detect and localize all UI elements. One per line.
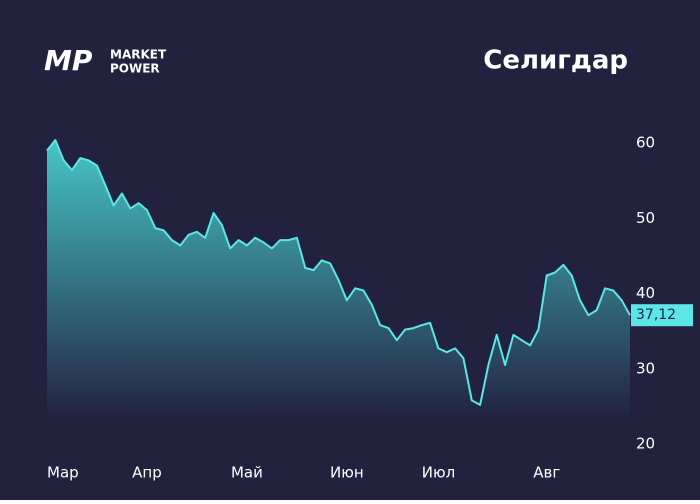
x-tick-label: Авг [533,464,560,482]
x-tick-label: Июн [330,464,364,482]
y-tick-label: 60 [636,134,655,152]
last-price-label: 37,12 [636,307,676,323]
logo-text: MARKET [110,48,167,62]
logo-mark: MP [44,44,93,77]
x-tick-label: Мар [47,464,79,482]
y-tick-label: 40 [636,284,655,302]
x-tick-label: Апр [132,464,162,482]
chart-title: Селигдар [483,46,628,76]
logo-text: POWER [110,62,160,76]
line [46,139,631,406]
area [47,140,630,414]
y-tick-label: 30 [636,359,655,377]
last-price-box [631,304,693,327]
y-tick-label: 20 [636,435,655,453]
y-tick-label: 50 [636,209,655,227]
x-tick-label: Июл [422,464,455,482]
x-tick-label: Май [231,464,263,482]
